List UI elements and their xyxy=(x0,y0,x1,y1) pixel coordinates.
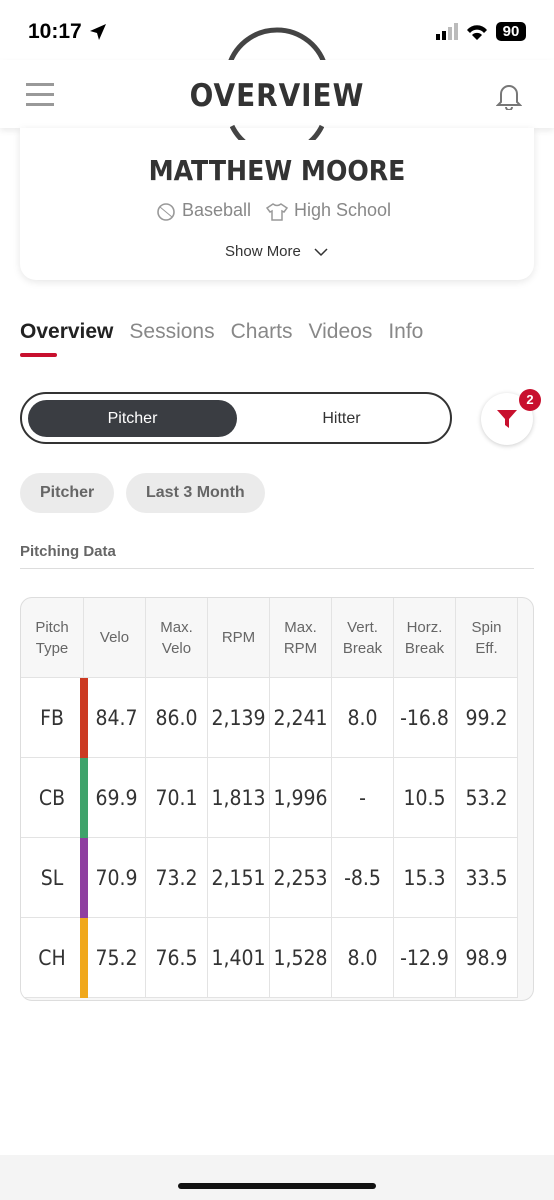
section-title: Pitching Data xyxy=(20,543,116,560)
table-cell: 70.1 xyxy=(146,758,208,838)
pitch-type: SL xyxy=(21,838,84,918)
header-bar xyxy=(0,60,554,128)
chip[interactable]: Pitcher xyxy=(20,473,115,513)
tab[interactable]: Charts xyxy=(230,320,293,343)
sport-icon xyxy=(157,203,175,221)
table-cell: 2,253 xyxy=(270,838,332,918)
battery: 90 xyxy=(496,22,526,41)
divider xyxy=(20,568,534,569)
tab-underline xyxy=(20,353,57,357)
pitching-table: Pitch Type Velo Max. Velo RPM Max. RPM Vert. … xyxy=(20,597,534,1001)
table-cell: 8.0 xyxy=(332,678,394,758)
notifications-button[interactable] xyxy=(496,82,522,110)
tab[interactable]: Sessions xyxy=(129,320,215,343)
table-cell: 2,139 xyxy=(208,678,270,758)
table-cell: 8.0 xyxy=(332,918,394,998)
avatar-ring-bottom xyxy=(230,124,324,140)
column-header: Max. Velo xyxy=(146,598,208,678)
profile-sport: Baseball xyxy=(182,200,252,220)
table-cell: 98.9 xyxy=(456,918,518,998)
table-cell: 1,528 xyxy=(270,918,332,998)
pitch-color xyxy=(80,838,88,918)
table-cell: 2,151 xyxy=(208,838,270,918)
table-cell: 76.5 xyxy=(146,918,208,998)
profile-name: MATTHEW MOORE xyxy=(148,154,406,187)
table-cell: 1,996 xyxy=(270,758,332,838)
column-header: Vert. Break xyxy=(332,598,394,678)
column-header: Horz. Break xyxy=(394,598,456,678)
table-cell: 70.9 xyxy=(88,838,146,918)
table-cell: 33.5 xyxy=(456,838,518,918)
profile-level: High School xyxy=(294,200,392,220)
chip[interactable]: Last 3 Month xyxy=(126,473,265,513)
table-cell: -12.9 xyxy=(394,918,456,998)
table-cell: 53.2 xyxy=(456,758,518,838)
tab[interactable]: Videos xyxy=(308,320,373,343)
profile-card xyxy=(20,128,534,280)
pitch-color xyxy=(80,918,88,998)
table-cell: 99.2 xyxy=(456,678,518,758)
table-cell: 15.3 xyxy=(394,838,456,918)
table-cell: 1,813 xyxy=(208,758,270,838)
table-cell: 84.7 xyxy=(88,678,146,758)
column-header: Spin Eff. xyxy=(456,598,518,678)
filter-badge: 2 xyxy=(519,389,541,411)
pitch-type: FB xyxy=(21,678,84,758)
table-cell: 1,401 xyxy=(208,918,270,998)
header-title: OVERVIEW xyxy=(189,78,365,114)
table-cell: 2,241 xyxy=(270,678,332,758)
bottom-bar xyxy=(0,1155,554,1200)
table-cell: -8.5 xyxy=(332,838,394,918)
menu-button[interactable] xyxy=(26,82,54,106)
location-icon xyxy=(90,24,106,40)
filter-icon xyxy=(497,410,517,428)
column-header: Max. RPM xyxy=(270,598,332,678)
column-header: Velo xyxy=(84,598,146,678)
table-cell: 73.2 xyxy=(146,838,208,918)
table-cell: -16.8 xyxy=(394,678,456,758)
show-more[interactable]: Show More xyxy=(225,243,301,260)
toggle-option[interactable]: Pitcher xyxy=(28,400,237,437)
tab[interactable]: Info xyxy=(388,320,424,343)
home-indicator xyxy=(178,1183,376,1189)
table-cell: 69.9 xyxy=(88,758,146,838)
pitch-type: CB xyxy=(21,758,84,838)
pitch-type: CH xyxy=(21,918,84,998)
table-cell: - xyxy=(332,758,394,838)
column-header: Pitch Type xyxy=(21,598,84,678)
toggle-option[interactable]: Hitter xyxy=(322,409,361,427)
pitch-color xyxy=(80,758,88,838)
table-cell: 86.0 xyxy=(146,678,208,758)
role-toggle xyxy=(20,392,452,444)
tab-bar: Overview Sessions Charts Videos Info xyxy=(20,320,423,344)
status-time: 10:17 xyxy=(28,20,82,43)
signal-wifi xyxy=(436,23,487,40)
tab[interactable]: Overview xyxy=(20,320,114,343)
table-cell: 75.2 xyxy=(88,918,146,998)
table-cell: 10.5 xyxy=(394,758,456,838)
avatar-ring xyxy=(225,27,329,71)
column-header: RPM xyxy=(208,598,270,678)
level-icon xyxy=(266,203,288,221)
chevron xyxy=(314,248,328,257)
pitch-color xyxy=(80,678,88,758)
